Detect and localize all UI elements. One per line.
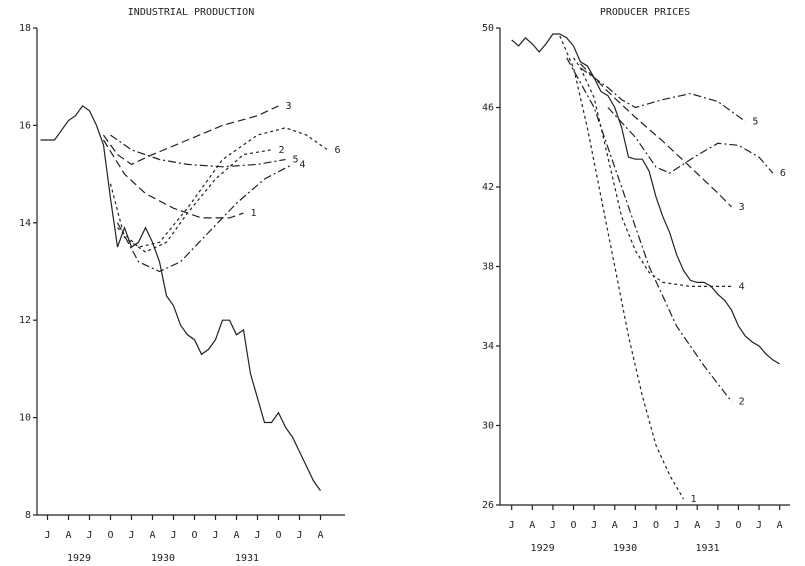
y-tick-label: 26 [482,500,494,511]
series-label: 1 [251,208,257,219]
x-tick-label: J [756,520,762,531]
x-tick-label: J [86,530,92,541]
y-tick-label: 42 [482,182,494,193]
series-label: 2 [279,145,285,156]
series-line [559,35,685,500]
x-year-label: 1931 [235,553,259,564]
series-line [511,33,781,365]
x-tick-label: O [107,530,113,541]
x-tick-label: O [571,520,577,531]
x-tick-label: J [509,520,515,531]
x-tick-label: J [254,530,260,541]
series-line [103,105,279,166]
series-label: 6 [780,168,786,179]
x-tick-label: A [233,530,239,541]
x-tick-label: J [674,520,680,531]
x-tick-label: O [735,520,741,531]
series-label: 5 [293,154,299,165]
series-line [117,127,328,248]
x-tick-label: J [591,520,597,531]
series-line [580,67,746,122]
x-tick-label: A [65,530,71,541]
series-line [110,134,286,168]
series-label: 5 [752,116,758,127]
series-line [607,107,774,174]
x-tick-label: A [694,520,700,531]
series-label: 4 [739,281,745,292]
x-tick-label: A [612,520,618,531]
x-year-label: 1930 [151,553,175,564]
y-tick-label: 38 [482,262,494,273]
y-tick-label: 12 [19,315,31,326]
y-tick-label: 14 [19,218,31,229]
y-tick-label: 10 [19,413,31,424]
y-tick-label: 46 [482,103,494,114]
series-label: 3 [739,202,745,213]
series-line [573,57,732,287]
series-line [566,57,733,402]
x-tick-label: A [149,530,155,541]
x-tick-label: J [212,530,218,541]
x-tick-label: J [128,530,134,541]
x-tick-label: J [715,520,721,531]
chart-title: INDUSTRIAL PRODUCTION [128,7,254,18]
series-line [109,149,272,253]
y-tick-label: 34 [482,341,494,352]
series-label: 3 [286,101,292,112]
series-line [102,139,244,219]
y-tick-label: 50 [482,23,494,34]
y-tick-label: 30 [482,421,494,432]
x-tick-label: O [275,530,281,541]
y-tick-label: 16 [19,120,31,131]
x-tick-label: J [632,520,638,531]
x-year-label: 1930 [613,543,637,554]
series-line [116,163,293,273]
x-year-label: 1931 [695,543,719,554]
series-label: 2 [739,397,745,408]
series-line [40,105,321,491]
series-label: 6 [335,145,341,156]
x-tick-label: O [191,530,197,541]
x-tick-label: J [550,520,556,531]
y-tick-label: 18 [19,23,31,34]
x-tick-label: J [44,530,50,541]
x-year-label: 1929 [67,553,91,564]
series-label: 1 [690,494,696,505]
x-tick-label: A [777,520,783,531]
y-tick-label: 8 [25,510,31,521]
x-tick-label: J [296,530,302,541]
series-label: 4 [300,159,306,170]
x-tick-label: A [529,520,535,531]
x-tick-label: A [317,530,323,541]
x-year-label: 1929 [531,543,555,554]
x-tick-label: O [653,520,659,531]
chart-title: PRODUCER PRICES [600,7,690,18]
series-line [579,63,733,208]
x-tick-label: J [170,530,176,541]
